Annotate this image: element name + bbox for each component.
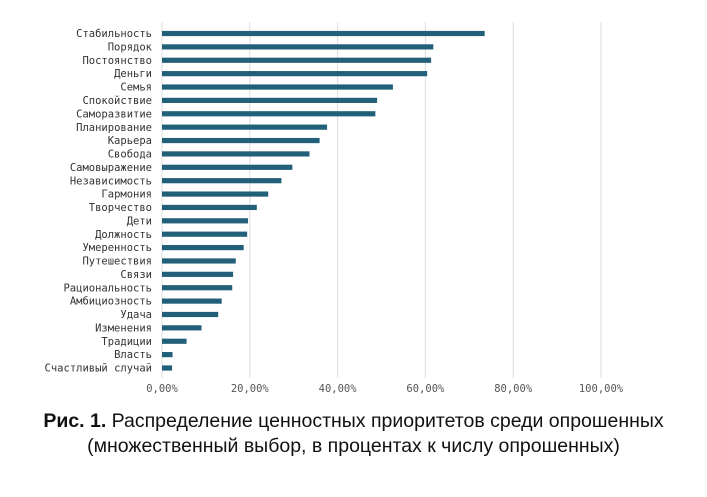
category-label: Саморазвитие — [76, 108, 152, 120]
bar — [162, 311, 219, 318]
category-label: Власть — [114, 349, 152, 361]
bar — [162, 285, 233, 291]
bar — [162, 244, 244, 251]
bar — [162, 258, 236, 264]
bar — [162, 352, 173, 358]
category-label: Спокойствие — [82, 95, 152, 107]
bar — [162, 218, 249, 224]
bar — [162, 137, 320, 144]
bar — [162, 204, 257, 211]
bar — [162, 271, 234, 277]
category-label: Изменения — [95, 322, 152, 334]
x-tick-label: 100,00% — [579, 383, 624, 395]
bar — [162, 178, 282, 184]
bar — [162, 298, 222, 304]
bar — [162, 111, 376, 117]
category-label: Удача — [120, 309, 152, 321]
bar — [162, 97, 378, 103]
category-label: Дети — [127, 215, 152, 227]
category-label: Деньги — [114, 68, 152, 80]
category-label: Карьера — [108, 135, 152, 147]
bar-chart: 0,00% 20,00% 40,00% 60,00% 80,00% 100,00% Стаб… — [45, 22, 624, 395]
category-label: Традиции — [101, 336, 152, 348]
bar — [162, 71, 428, 77]
caption-text: Распределение ценностных приоритетов сре… — [87, 410, 664, 457]
bar — [162, 325, 202, 331]
bar — [162, 164, 293, 170]
category-label: Гармония — [101, 189, 152, 201]
bar — [162, 338, 187, 344]
bar — [162, 151, 310, 157]
bar — [162, 124, 328, 130]
category-label: Свобода — [108, 149, 152, 161]
category-label: Путешествия — [82, 256, 152, 268]
figure-number: Рис. 1. — [43, 410, 107, 432]
category-label: Связи — [120, 269, 152, 281]
bar — [162, 44, 434, 50]
category-label: Счастливый случай — [45, 363, 152, 375]
bar — [162, 84, 393, 90]
bar — [162, 365, 173, 371]
x-tick-label: 0,00% — [146, 383, 178, 395]
category-label: Планирование — [76, 122, 152, 134]
category-label: Должность — [95, 229, 152, 241]
bar — [162, 57, 432, 63]
category-label: Семья — [120, 82, 152, 94]
category-label: Стабильность — [76, 28, 152, 40]
category-label: Независимость — [70, 175, 152, 187]
category-label: Постоянство — [82, 55, 152, 67]
x-tick-label: 40,00% — [319, 383, 358, 395]
x-tick-label: 80,00% — [494, 383, 533, 395]
bar — [162, 231, 248, 237]
bar — [162, 30, 485, 37]
x-tick-label: 60,00% — [406, 383, 445, 395]
category-label: Умеренность — [82, 242, 152, 254]
category-label: Самовыражение — [70, 162, 152, 174]
x-tick-label: 20,00% — [231, 383, 270, 395]
category-label: Порядок — [108, 41, 153, 53]
bar — [162, 191, 269, 197]
category-label: Творчество — [89, 202, 152, 214]
category-label: Рациональность — [63, 282, 152, 294]
category-label: Амбициозность — [70, 296, 152, 308]
figure-caption: Рис. 1. Распределение ценностных приорит… — [0, 409, 707, 459]
